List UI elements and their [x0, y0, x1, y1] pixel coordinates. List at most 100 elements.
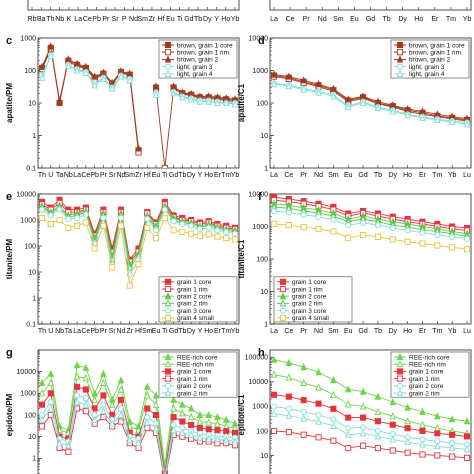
legend-marker [396, 382, 404, 389]
legend-marker [396, 63, 404, 70]
data-point [330, 84, 337, 93]
y-axis-label: apatite/PM [5, 83, 14, 123]
data-point [187, 404, 195, 412]
data-point [47, 212, 54, 219]
x-tick-label: Pr [100, 328, 108, 335]
data-point [100, 74, 107, 82]
data-point [126, 76, 134, 84]
data-point [330, 216, 337, 223]
legend-marker [164, 63, 172, 70]
data-point [315, 411, 322, 418]
x-tick-label: Sm [328, 172, 339, 179]
panel-g: 0.1110100100010000ThUNbTaLaCePbPrSrNdZrH… [5, 347, 240, 474]
legend-marker [164, 41, 172, 49]
y-tick-label: 0.1 [26, 321, 36, 328]
data-point [117, 405, 125, 412]
y-axis-label: titanite/PM [5, 238, 14, 279]
data-point [38, 62, 46, 70]
panel-b: La Ce Pr Nd Sm Eu Gd Tb Dy Ho Er Tm Yb [269, 0, 472, 23]
data-point [214, 233, 221, 240]
data-point [65, 215, 72, 222]
data-point [179, 228, 186, 235]
data-point [82, 363, 90, 371]
data-point [74, 392, 81, 399]
x-tick-label: Pb [92, 16, 101, 23]
data-point [300, 224, 307, 231]
data-point [389, 421, 396, 428]
data-point [330, 405, 337, 412]
x-tick-label: Th [46, 16, 54, 23]
data-point [152, 82, 160, 90]
series-group [270, 355, 471, 461]
series-group [38, 196, 239, 289]
x-tick-label: Yb [463, 16, 472, 23]
data-point [360, 442, 367, 449]
panel-d: 1 10 100 1000 10000 La Ce Pr Nd Sm Eu Gd Tb Dy Ho Er Tm Y… [237, 35, 472, 179]
data-point [91, 405, 98, 412]
data-point [47, 42, 55, 50]
data-point [374, 407, 382, 415]
x-tick-label: La [73, 172, 81, 179]
data-point [389, 435, 397, 443]
data-point [100, 392, 107, 399]
data-point [152, 90, 160, 98]
y-tick-label: 1 [32, 295, 36, 302]
x-tick-label: Dy [203, 16, 212, 23]
x-tick-label: La [270, 16, 278, 23]
data-point [47, 411, 54, 419]
data-point [205, 418, 212, 426]
data-point [419, 451, 426, 458]
data-point [205, 410, 212, 419]
data-point [65, 441, 72, 449]
x-tick-label: Eu [344, 172, 353, 179]
y-tick-label: 100 [24, 243, 36, 250]
data-point [404, 438, 411, 446]
x-tick-label: Tm [432, 328, 442, 335]
data-point [100, 407, 107, 415]
y-tick-label: 1000 [252, 224, 268, 231]
legend-marker [164, 55, 172, 63]
data-point [389, 398, 397, 406]
x-tick-label: Yb [231, 172, 240, 179]
data-point [419, 240, 426, 247]
legend-marker [279, 307, 287, 314]
legend-marker [396, 69, 404, 77]
data-point [38, 415, 46, 423]
x-tick-label: Gd [366, 16, 375, 23]
x-tick-label: Dy [398, 16, 407, 23]
x-tick-label: Er [214, 172, 222, 179]
data-point [419, 420, 426, 428]
x-tick-label: Er [419, 172, 427, 179]
legend-marker [164, 69, 172, 77]
data-point [82, 395, 89, 402]
legend-marker [279, 278, 287, 285]
legend-marker [396, 55, 404, 63]
legend-marker [396, 368, 404, 375]
data-point [65, 448, 72, 455]
data-point [47, 51, 55, 60]
legend-label: grain 2 core [292, 294, 327, 301]
data-point [463, 417, 471, 425]
data-point [214, 427, 221, 434]
series-line [155, 87, 236, 168]
x-tick-label: Nd [129, 16, 138, 23]
x-tick-label: Ho [221, 16, 230, 23]
x-tick-label: Tm [221, 328, 231, 335]
data-point [315, 400, 322, 407]
data-point [179, 418, 186, 425]
data-point [100, 378, 107, 387]
data-point [404, 403, 411, 411]
y-tick-label: 100 [256, 428, 268, 435]
data-point [91, 245, 98, 252]
data-point [170, 227, 177, 234]
data-point [117, 385, 125, 393]
panel-a: Rb Ba Th Nb K La Ce Pb Pr Sr P Nd Sm Zr Hf Eu Ti Gd Tb Dy Y H… [28, 0, 240, 23]
panel-h: 110100100010000100000LaCePrNdSmEuGdTbDyH… [237, 347, 472, 474]
x-tick-label: La [270, 328, 278, 335]
data-point [434, 442, 441, 450]
x-tick-label: Th [38, 328, 46, 335]
data-point [449, 431, 456, 438]
x-tick-label: Rb [28, 16, 37, 23]
data-point [231, 236, 239, 243]
